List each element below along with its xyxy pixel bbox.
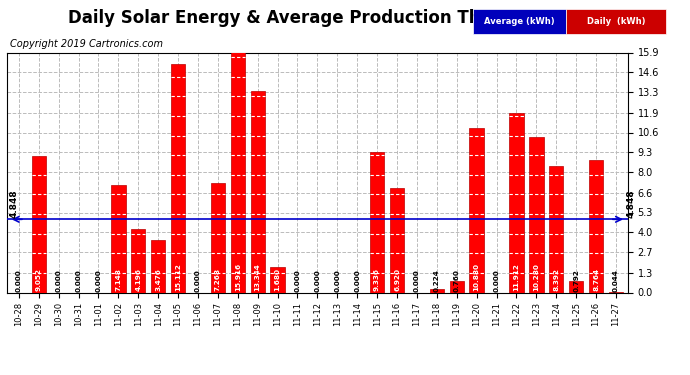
Bar xyxy=(32,156,46,292)
Bar xyxy=(529,137,544,292)
Bar xyxy=(390,188,404,292)
Text: 0.000: 0.000 xyxy=(195,270,201,292)
Bar xyxy=(589,160,603,292)
Text: 10.880: 10.880 xyxy=(473,263,480,291)
Text: 0.760: 0.760 xyxy=(454,269,460,292)
Text: 0.000: 0.000 xyxy=(334,270,340,292)
Text: 0.792: 0.792 xyxy=(573,269,579,292)
Text: Daily Solar Energy & Average Production Thu Nov 28 16:05: Daily Solar Energy & Average Production … xyxy=(68,9,622,27)
Bar xyxy=(469,128,484,292)
Text: 0.000: 0.000 xyxy=(354,270,360,292)
Bar xyxy=(270,267,285,292)
Bar xyxy=(171,64,185,292)
Text: 13.344: 13.344 xyxy=(255,264,261,291)
Bar xyxy=(450,281,464,292)
Text: 0.044: 0.044 xyxy=(613,270,619,292)
Bar xyxy=(509,113,524,292)
Text: 4.196: 4.196 xyxy=(135,268,141,291)
Bar xyxy=(430,289,444,292)
Text: 0.000: 0.000 xyxy=(16,270,22,292)
Text: 4.848: 4.848 xyxy=(627,189,636,218)
Bar xyxy=(151,240,166,292)
Text: 9.052: 9.052 xyxy=(36,268,42,291)
Text: 8.392: 8.392 xyxy=(553,268,560,291)
Text: 6.920: 6.920 xyxy=(394,268,400,291)
Text: 0.000: 0.000 xyxy=(295,270,301,292)
Bar xyxy=(111,184,126,292)
Text: 9.336: 9.336 xyxy=(374,268,380,291)
Text: 1.680: 1.680 xyxy=(275,268,281,291)
Text: 0.000: 0.000 xyxy=(95,270,101,292)
Text: 8.764: 8.764 xyxy=(593,268,599,291)
Text: 0.000: 0.000 xyxy=(315,270,320,292)
Text: 10.280: 10.280 xyxy=(533,263,540,291)
Text: 11.912: 11.912 xyxy=(513,263,520,291)
Text: 0.224: 0.224 xyxy=(434,270,440,292)
Bar xyxy=(230,52,245,292)
Text: 0.000: 0.000 xyxy=(414,270,420,292)
Text: 7.148: 7.148 xyxy=(115,268,121,291)
Text: 0.000: 0.000 xyxy=(493,270,500,292)
Bar xyxy=(250,91,265,292)
Text: 15.916: 15.916 xyxy=(235,263,241,291)
Text: 15.112: 15.112 xyxy=(175,263,181,291)
Text: Copyright 2019 Cartronics.com: Copyright 2019 Cartronics.com xyxy=(10,39,164,50)
Text: Daily  (kWh): Daily (kWh) xyxy=(586,17,645,26)
Bar xyxy=(569,280,583,292)
Bar xyxy=(131,229,146,292)
Text: 7.268: 7.268 xyxy=(215,268,221,291)
Text: 0.000: 0.000 xyxy=(56,270,61,292)
Text: 4.848: 4.848 xyxy=(9,189,19,218)
Text: 3.476: 3.476 xyxy=(155,268,161,291)
Bar xyxy=(370,152,384,292)
Bar xyxy=(210,183,225,292)
Text: 0.000: 0.000 xyxy=(75,270,81,292)
Text: Average (kWh): Average (kWh) xyxy=(484,17,555,26)
Bar xyxy=(549,166,564,292)
